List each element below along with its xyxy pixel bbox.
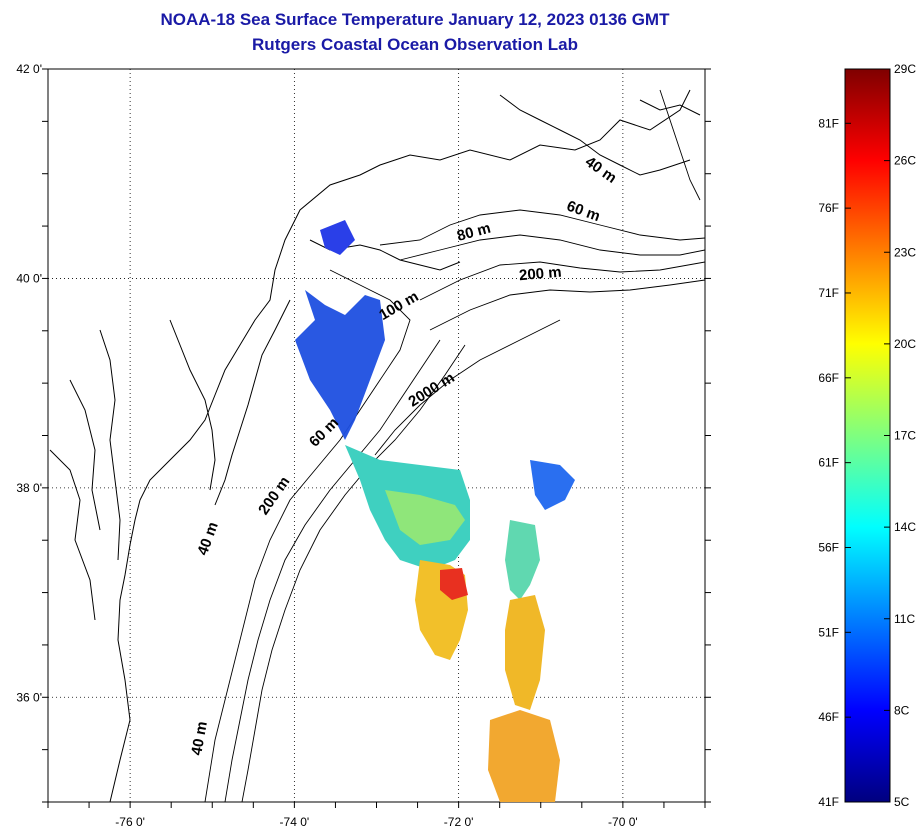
lat-tick-label: 38 0' <box>16 481 42 495</box>
colorbar-label-celsius: 5C <box>894 795 910 809</box>
lon-tick-label: -76 0' <box>115 815 145 829</box>
colorbar-label-fahrenheit: 61F <box>818 456 839 470</box>
bathymetry-contours <box>204 89 705 802</box>
colorbar-label-fahrenheit: 51F <box>818 625 839 639</box>
depth-label: 200 m <box>518 264 562 285</box>
lon-tick-label: -72 0' <box>444 815 474 829</box>
colorbar-label-celsius: 23C <box>894 245 916 259</box>
title-line-1: NOAA-18 Sea Surface Temperature January … <box>160 10 670 29</box>
lon-tick-label: -74 0' <box>280 815 310 829</box>
depth-label: 40 m <box>188 720 211 757</box>
colorbar-label-celsius: 8C <box>894 703 910 717</box>
axis-ticks: -76 0' -74 0' -72 0' -70 0' 42 0' 40 0' 38 0' 3… <box>16 62 711 829</box>
colorbar-label-fahrenheit: 56F <box>818 540 839 554</box>
colorbar-label-celsius: 20C <box>894 337 916 351</box>
colorbar-labels: 29C 26C 23C 20C 17C 14C 11C 8C 5C 81F 76F 71F 66F 61F… <box>818 62 916 809</box>
colorbar-label-fahrenheit: 66F <box>818 371 839 385</box>
colorbar-label-fahrenheit: 76F <box>818 201 839 215</box>
colorbar-label-fahrenheit: 41F <box>818 795 839 809</box>
colorbar-label-fahrenheit: 71F <box>818 286 839 300</box>
colorbar-label-fahrenheit: 81F <box>818 116 839 130</box>
lon-tick-label: -70 0' <box>608 815 638 829</box>
lat-tick-label: 36 0' <box>16 690 42 704</box>
colorbar-label-celsius: 29C <box>894 62 916 76</box>
colorbar-label-celsius: 14C <box>894 520 916 534</box>
title-line-2: Rutgers Coastal Ocean Observation Lab <box>252 35 578 54</box>
sst-swath <box>295 220 575 802</box>
lat-tick-label: 42 0' <box>16 62 42 76</box>
temperature-colorbar <box>844 68 891 803</box>
lat-tick-label: 40 0' <box>16 271 42 285</box>
map-frame <box>47 68 706 803</box>
colorbar-label-celsius: 26C <box>894 154 916 168</box>
colorbar-label-fahrenheit: 46F <box>818 710 839 724</box>
colorbar-label-celsius: 11C <box>894 612 915 626</box>
colorbar-label-celsius: 17C <box>894 429 916 443</box>
